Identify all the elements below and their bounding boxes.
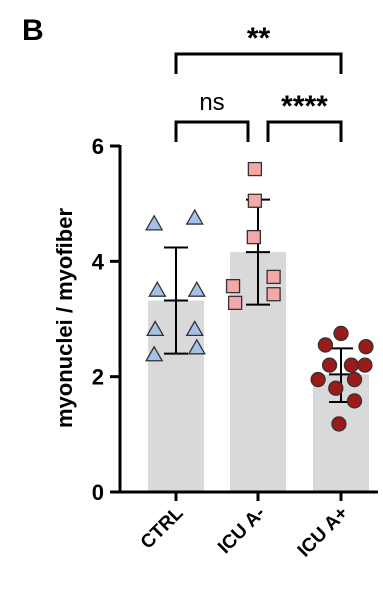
data-point bbox=[346, 371, 363, 388]
significance-label: **** bbox=[281, 90, 328, 123]
data-point bbox=[146, 320, 165, 337]
y-tick-label: 6 bbox=[92, 134, 104, 159]
data-point bbox=[321, 357, 338, 373]
y-tick-label: 0 bbox=[92, 480, 104, 505]
data-point bbox=[310, 371, 326, 388]
data-point bbox=[333, 325, 349, 342]
data-point bbox=[358, 339, 374, 355]
data-point bbox=[225, 278, 241, 294]
data-point bbox=[266, 287, 281, 302]
data-point bbox=[185, 208, 204, 225]
data-point bbox=[246, 229, 261, 245]
data-points-layer bbox=[145, 161, 374, 432]
data-point bbox=[247, 161, 263, 177]
panel-label: B bbox=[22, 14, 44, 47]
data-point bbox=[343, 357, 360, 373]
significance-bracket bbox=[266, 120, 343, 142]
y-axis-label: myonuclei / myofiber bbox=[52, 208, 77, 428]
x-tick-label: CTRL bbox=[137, 502, 188, 553]
significance-bracket bbox=[174, 120, 250, 142]
data-point bbox=[247, 193, 263, 208]
data-point bbox=[317, 337, 334, 353]
data-point bbox=[145, 214, 164, 231]
significance-bracket bbox=[174, 52, 343, 74]
error-bars-layer bbox=[164, 198, 353, 404]
significance-label: ns bbox=[199, 89, 224, 116]
y-tick-label: 2 bbox=[92, 365, 104, 390]
data-point bbox=[148, 280, 167, 297]
significance-label: ** bbox=[247, 22, 271, 55]
data-point bbox=[145, 345, 164, 362]
y-tick-label: 4 bbox=[92, 249, 105, 274]
data-point bbox=[328, 380, 344, 396]
x-tick-label: ICU A+ bbox=[294, 503, 353, 562]
x-tick-label: ICU A- bbox=[214, 503, 269, 558]
data-point bbox=[331, 416, 347, 432]
data-point bbox=[346, 393, 363, 409]
significance-layer: ns ****** bbox=[174, 22, 343, 142]
data-point bbox=[187, 338, 206, 355]
data-point bbox=[357, 357, 373, 373]
data-point bbox=[187, 280, 206, 297]
data-point bbox=[185, 320, 204, 337]
data-point bbox=[266, 269, 281, 285]
data-point bbox=[227, 295, 243, 311]
